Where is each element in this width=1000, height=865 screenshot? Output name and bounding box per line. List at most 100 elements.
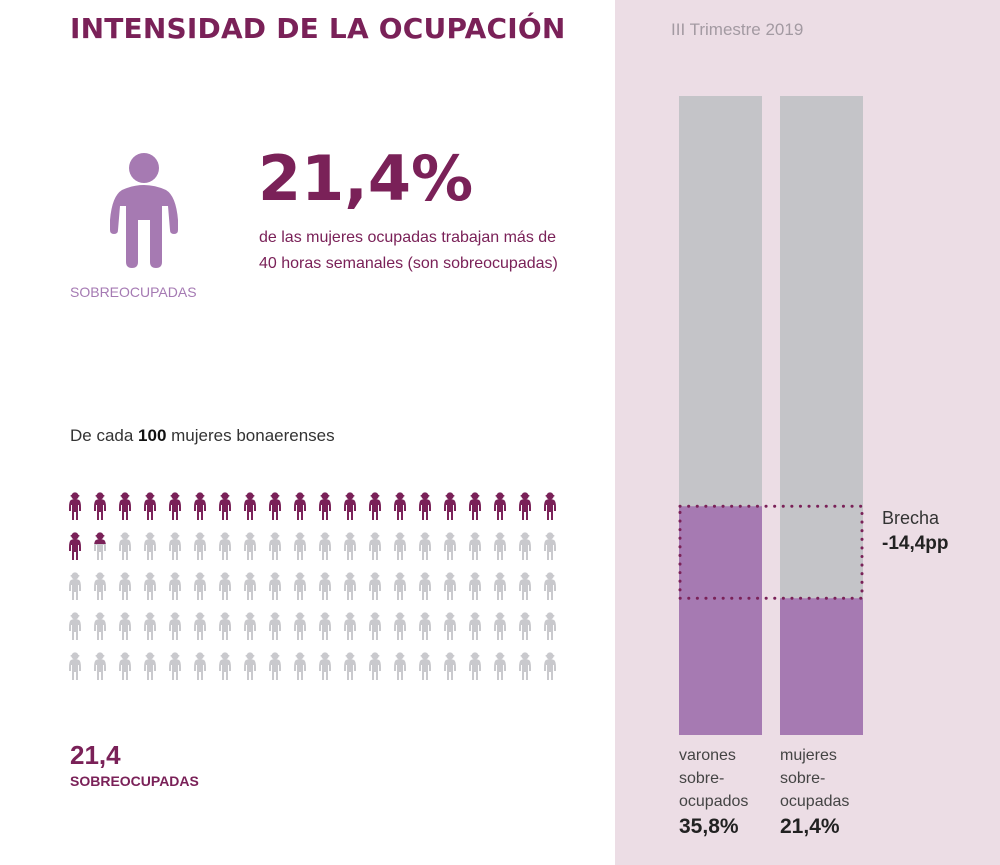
person-icon bbox=[369, 612, 381, 640]
person-icon bbox=[419, 652, 431, 680]
person-icon bbox=[469, 572, 481, 600]
person-icon bbox=[344, 612, 356, 640]
person-icon bbox=[119, 492, 131, 520]
person-icon bbox=[294, 612, 306, 640]
person-icon bbox=[444, 612, 456, 640]
person-icon bbox=[544, 492, 556, 520]
person-icon bbox=[169, 612, 181, 640]
bar-chart bbox=[678, 96, 864, 735]
person-icon bbox=[419, 612, 431, 640]
person-icon bbox=[244, 572, 256, 600]
category-line: varones bbox=[679, 747, 736, 764]
person-icon bbox=[219, 572, 231, 600]
person-icon bbox=[69, 652, 81, 680]
pictogram-intro: De cada 100 mujeres bonaerenses bbox=[70, 426, 335, 446]
person-icon bbox=[394, 572, 406, 600]
bar-category-label-0: varones sobre-ocupados bbox=[679, 744, 748, 813]
bar-category-label-1: mujeres sobre-ocupadas bbox=[780, 744, 849, 813]
person-icon bbox=[69, 572, 81, 600]
person-icon bbox=[110, 153, 178, 268]
period-label: III Trimestre 2019 bbox=[671, 20, 804, 39]
person-icon bbox=[244, 612, 256, 640]
category-line: mujeres bbox=[780, 747, 837, 764]
person-icon bbox=[544, 572, 556, 600]
category-line: sobre- bbox=[780, 770, 826, 787]
person-icon bbox=[119, 572, 131, 600]
person-icon bbox=[494, 572, 506, 600]
category-line: ocupados bbox=[679, 793, 749, 810]
pictogram-grid bbox=[66, 492, 566, 692]
person-icon bbox=[344, 532, 356, 560]
gap-value: -14,4pp bbox=[882, 533, 949, 554]
person-icon bbox=[419, 532, 431, 560]
category-line: sobre- bbox=[679, 770, 725, 787]
person-icon bbox=[494, 612, 506, 640]
person-icon bbox=[469, 612, 481, 640]
person-icon bbox=[69, 612, 81, 640]
person-icon bbox=[519, 532, 531, 560]
person-icon bbox=[194, 572, 206, 600]
person-icon bbox=[294, 532, 306, 560]
person-icon bbox=[519, 572, 531, 600]
headline-percentage: 21,4% bbox=[258, 142, 474, 215]
person-icon bbox=[394, 492, 406, 520]
gap-label: Brecha bbox=[882, 508, 940, 528]
person-icon bbox=[169, 492, 181, 520]
person-icon bbox=[169, 652, 181, 680]
person-icon bbox=[544, 652, 556, 680]
person-icon bbox=[194, 492, 206, 520]
person-icon bbox=[194, 532, 206, 560]
person-icon bbox=[294, 492, 306, 520]
category-line: ocupadas bbox=[780, 793, 850, 810]
person-icon bbox=[294, 652, 306, 680]
intro-count: 100 bbox=[138, 426, 167, 445]
person-icon bbox=[144, 612, 156, 640]
person-icon bbox=[319, 572, 331, 600]
person-icon bbox=[469, 492, 481, 520]
bar-1 bbox=[780, 598, 863, 735]
bar-value-label-0: 35,8% bbox=[679, 815, 739, 838]
person-icon bbox=[244, 652, 256, 680]
person-icon bbox=[494, 492, 506, 520]
person-icon bbox=[369, 652, 381, 680]
person-icon bbox=[94, 572, 106, 600]
person-icon bbox=[319, 612, 331, 640]
person-icon bbox=[519, 492, 531, 520]
person-icon bbox=[144, 492, 156, 520]
bar-0 bbox=[679, 506, 762, 735]
person-icon bbox=[444, 532, 456, 560]
person-icon bbox=[219, 612, 231, 640]
person-icon bbox=[169, 572, 181, 600]
person-icon bbox=[419, 572, 431, 600]
person-icon bbox=[219, 532, 231, 560]
person-icon bbox=[369, 532, 381, 560]
person-icon bbox=[369, 492, 381, 520]
person-icon bbox=[319, 532, 331, 560]
intro-text: De cada bbox=[70, 426, 139, 445]
person-icon bbox=[519, 652, 531, 680]
person-icon bbox=[94, 532, 106, 560]
headline-description: de las mujeres ocupadas trabajan más de … bbox=[259, 229, 558, 272]
person-icon bbox=[169, 532, 181, 560]
person-icon bbox=[94, 612, 106, 640]
person-icon bbox=[144, 652, 156, 680]
person-icon bbox=[194, 612, 206, 640]
person-icon bbox=[394, 612, 406, 640]
person-icon bbox=[69, 492, 81, 520]
person-icon bbox=[544, 532, 556, 560]
person-icon bbox=[119, 612, 131, 640]
person-icon bbox=[69, 532, 81, 560]
person-icon bbox=[444, 492, 456, 520]
person-icon bbox=[269, 572, 281, 600]
person-icon bbox=[319, 652, 331, 680]
person-icon bbox=[344, 652, 356, 680]
person-icon bbox=[194, 652, 206, 680]
person-icon bbox=[444, 652, 456, 680]
person-icon bbox=[469, 652, 481, 680]
person-icon bbox=[544, 612, 556, 640]
icon-label: SOBREOCUPADAS bbox=[70, 284, 197, 300]
person-icon bbox=[269, 532, 281, 560]
person-icon bbox=[494, 652, 506, 680]
intro-text-rest: mujeres bonaerenses bbox=[166, 426, 335, 445]
pictogram-svg bbox=[69, 492, 556, 680]
